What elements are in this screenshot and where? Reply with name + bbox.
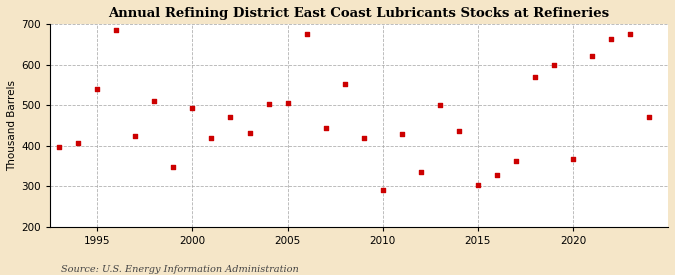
Point [510, 159, 521, 163]
Point [92, 87, 103, 91]
Point [644, 115, 655, 120]
Point [435, 103, 446, 107]
Point [149, 99, 160, 103]
Point [282, 101, 293, 105]
Point [568, 156, 578, 161]
Point [529, 75, 540, 79]
Point [73, 140, 84, 145]
Point [168, 165, 179, 169]
Point [358, 136, 369, 140]
Point [605, 37, 616, 41]
Title: Annual Refining District East Coast Lubricants Stocks at Refineries: Annual Refining District East Coast Lubr… [109, 7, 610, 20]
Point [454, 129, 464, 133]
Point [187, 106, 198, 110]
Text: Source: U.S. Energy Information Administration: Source: U.S. Energy Information Administ… [61, 265, 298, 274]
Point [396, 131, 407, 136]
Point [301, 32, 312, 36]
Point [415, 170, 426, 174]
Point [491, 173, 502, 177]
Point [340, 81, 350, 86]
Point [206, 136, 217, 140]
Point [587, 54, 597, 59]
Y-axis label: Thousand Barrels: Thousand Barrels [7, 80, 17, 171]
Point [263, 102, 274, 106]
Point [320, 126, 331, 131]
Point [54, 144, 65, 149]
Point [624, 32, 635, 36]
Point [244, 131, 255, 135]
Point [472, 183, 483, 187]
Point [111, 28, 122, 32]
Point [377, 188, 388, 193]
Point [130, 133, 141, 138]
Point [225, 115, 236, 120]
Point [549, 62, 560, 67]
